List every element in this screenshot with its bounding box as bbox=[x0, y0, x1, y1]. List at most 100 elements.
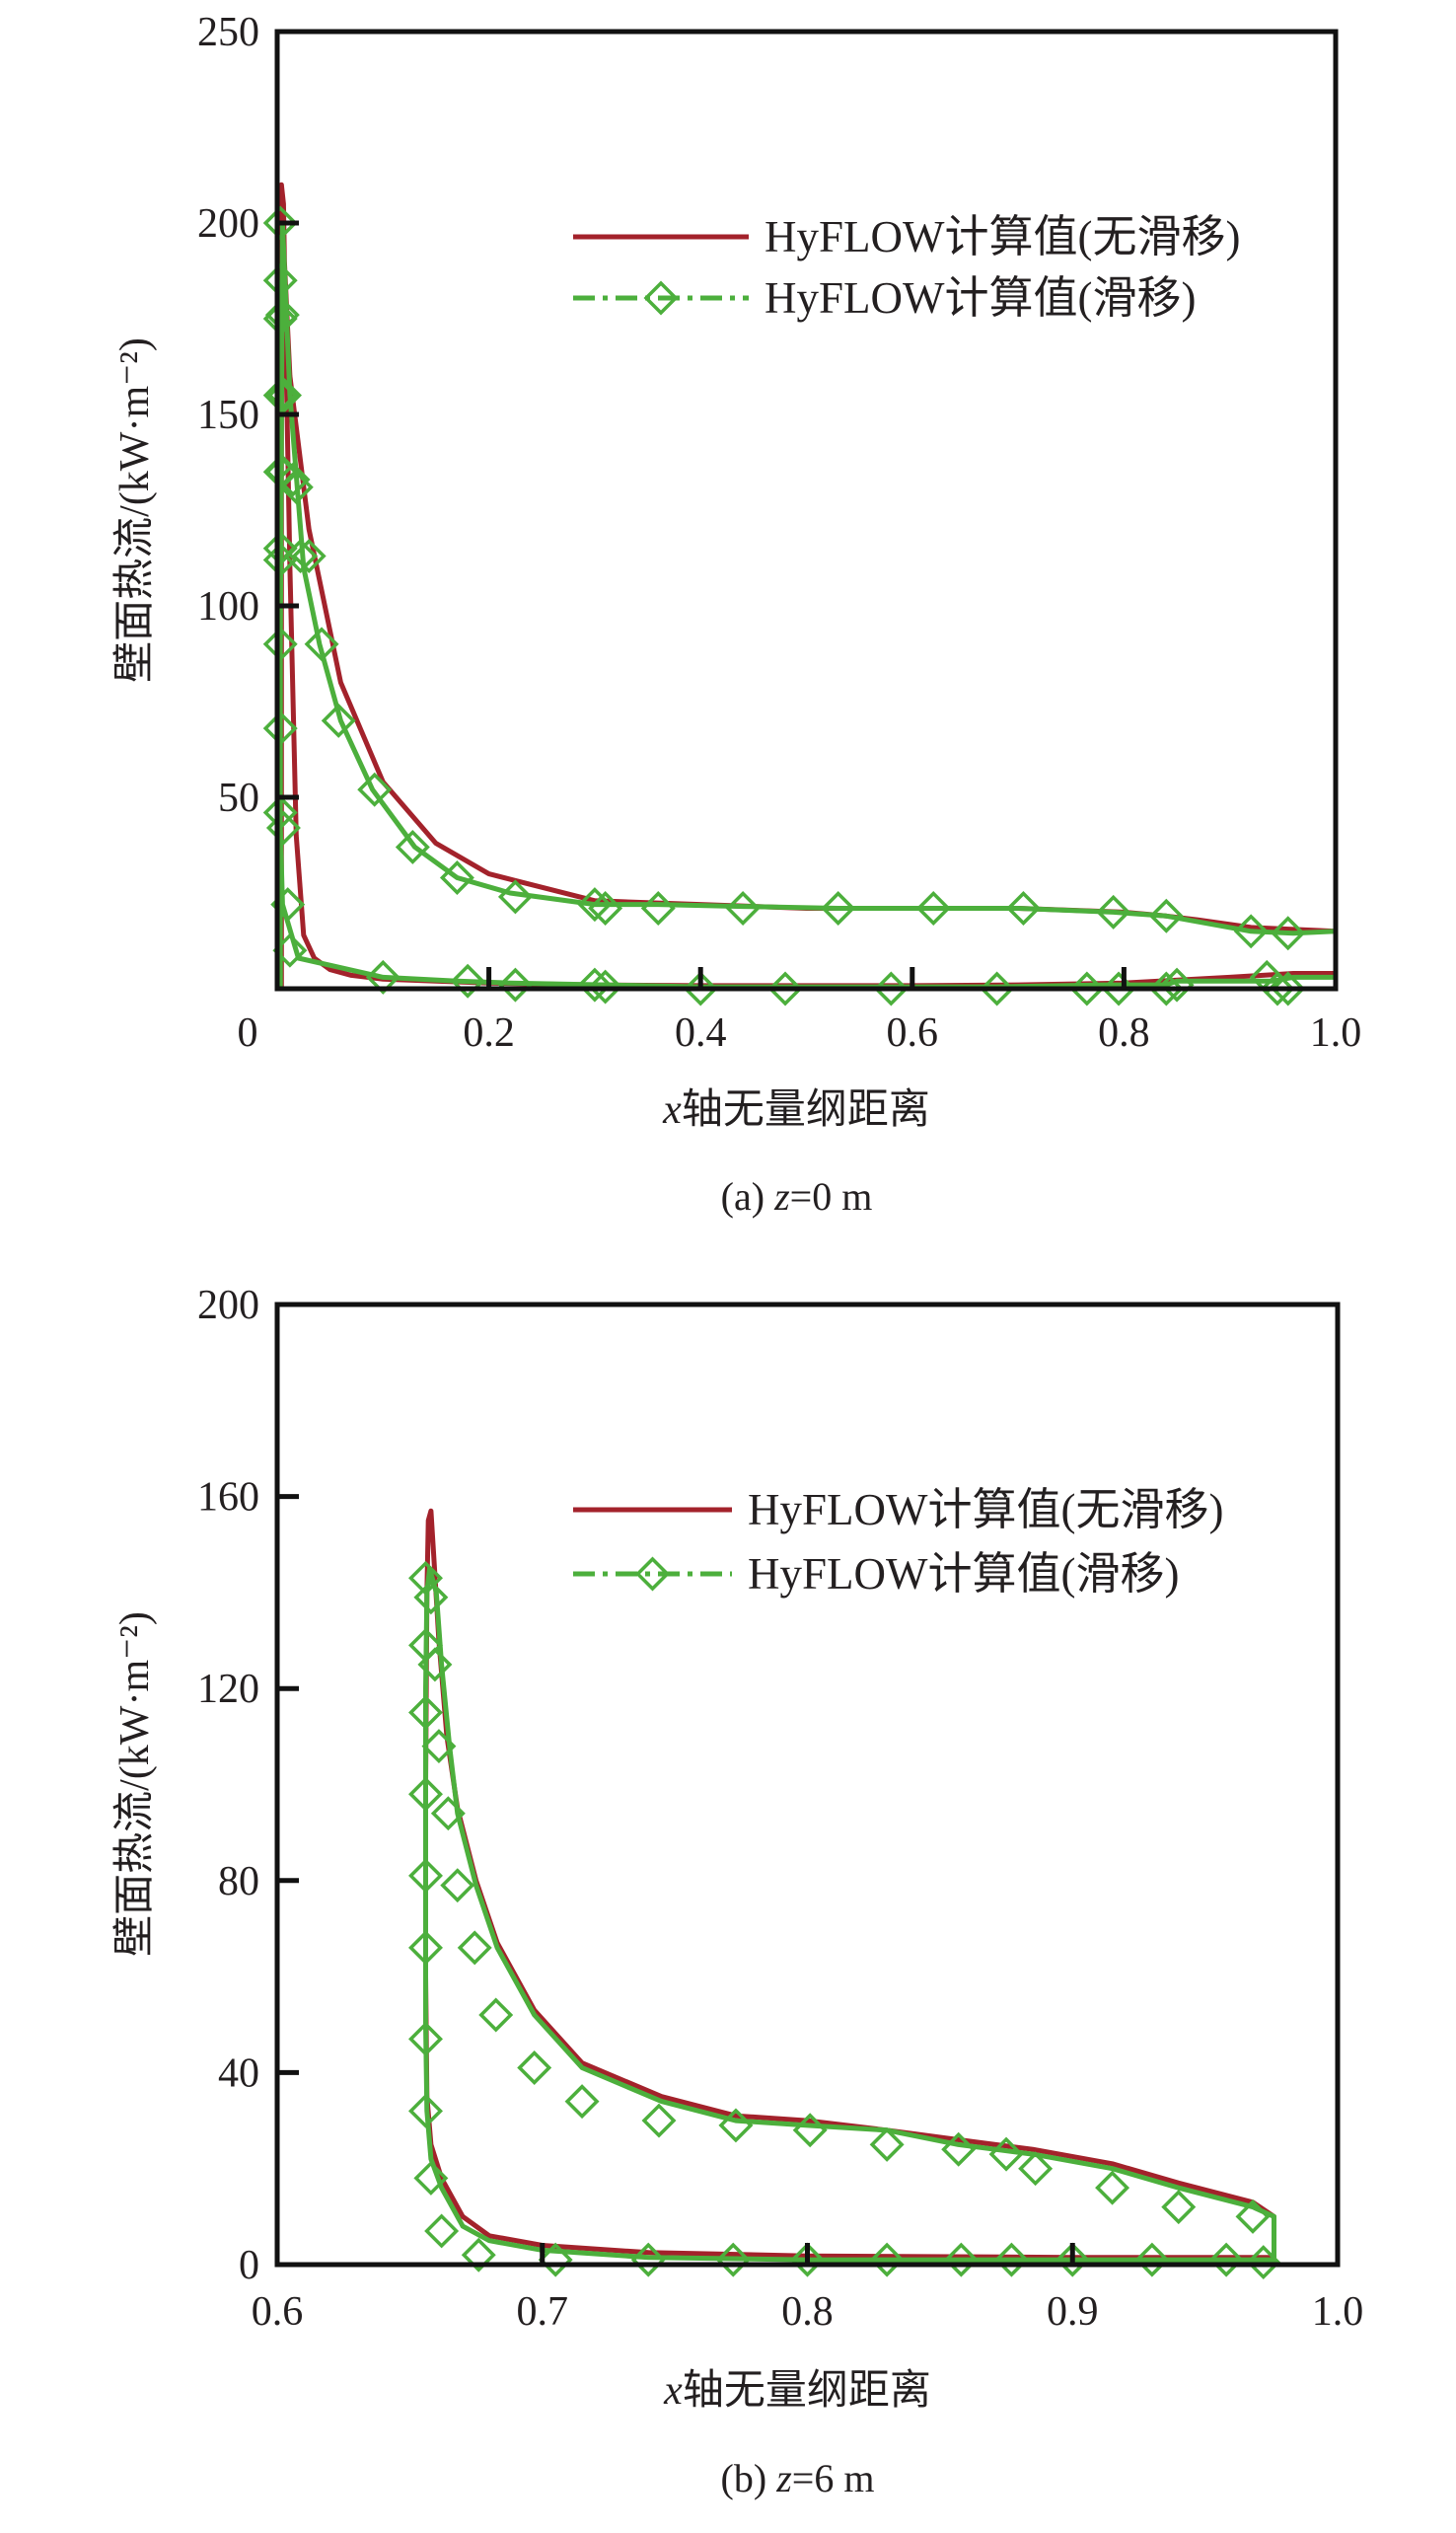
legend-label: HyFLOW计算值(无滑移) bbox=[764, 212, 1240, 261]
data-point-marker bbox=[408, 2093, 443, 2128]
legend: HyFLOW计算值(无滑移) HyFLOW计算值(滑移) bbox=[573, 212, 1240, 323]
data-point-marker bbox=[943, 2242, 979, 2277]
data-point-marker bbox=[1055, 2242, 1090, 2277]
x-tick-label: 0.7 bbox=[517, 2289, 569, 2335]
data-point-marker bbox=[915, 891, 951, 926]
x-axis-label: x轴无量纲距离 bbox=[662, 1086, 930, 1133]
y-tick-label: 150 bbox=[197, 393, 259, 438]
data-point-marker bbox=[1101, 971, 1136, 1006]
data-point-marker bbox=[1018, 2151, 1054, 2187]
data-point-marker bbox=[538, 2242, 573, 2277]
y-tick-label: 250 bbox=[197, 10, 259, 55]
legend-item: HyFLOW计算值(滑移) bbox=[573, 1549, 1179, 1599]
panel-caption: (a) z=0 m bbox=[721, 1174, 873, 1219]
data-point-marker bbox=[564, 2084, 600, 2120]
series-line bbox=[423, 1566, 1276, 2265]
data-point-marker bbox=[993, 2242, 1029, 2277]
plot-frame bbox=[274, 29, 1339, 992]
legend: HyFLOW计算值(无滑移) HyFLOW计算值(滑移) bbox=[573, 1485, 1223, 1599]
data-point-marker bbox=[1271, 971, 1306, 1006]
data-point-marker bbox=[1246, 2245, 1281, 2280]
data-point-marker bbox=[262, 542, 298, 577]
x-tick-label: 0.2 bbox=[463, 1010, 515, 1056]
y-tick-label: 80 bbox=[218, 1859, 259, 1904]
y-tick-label: 0 bbox=[239, 2243, 259, 2288]
data-point-marker bbox=[408, 1930, 443, 1966]
data-point-marker bbox=[792, 2113, 828, 2148]
legend-label: HyFLOW计算值(无滑移) bbox=[748, 1485, 1223, 1534]
chart-panel-b: 0.6 0.7 0.8 0.9 1.0 0 40 80 120 160 200 壁面热流/(kW·m⁻… bbox=[112, 1283, 1363, 2500]
data-point-marker bbox=[440, 1868, 475, 1903]
x-tick-label: 0.8 bbox=[1098, 1010, 1150, 1056]
data-point-marker bbox=[869, 2242, 905, 2277]
data-point-marker bbox=[304, 627, 339, 662]
legend-item: HyFLOW计算值(无滑移) bbox=[573, 1485, 1223, 1534]
data-point-marker bbox=[413, 2160, 449, 2196]
y-tick-label: 40 bbox=[218, 2050, 259, 2096]
x-tick-label: 0.6 bbox=[252, 2289, 304, 2335]
data-point-marker bbox=[1005, 891, 1041, 926]
data-point-marker bbox=[408, 1695, 443, 1730]
data-point-marker bbox=[439, 860, 474, 895]
data-point-marker bbox=[683, 971, 718, 1006]
data-point-marker bbox=[457, 1930, 492, 1966]
legend-diamond-marker bbox=[635, 1556, 670, 1592]
data-point-marker bbox=[430, 1796, 466, 1831]
data-point-marker bbox=[450, 963, 485, 999]
data-point-marker bbox=[988, 2136, 1024, 2172]
legend-label: HyFLOW计算值(滑移) bbox=[748, 1549, 1179, 1599]
chart-panel-a: 0 0.2 0.4 0.6 0.8 1.0 50 100 150 200 250 壁面热流/(kW·m… bbox=[112, 10, 1361, 1219]
x-tick-label: 1.0 bbox=[1310, 1010, 1362, 1056]
data-point-marker bbox=[725, 891, 761, 926]
data-point-marker bbox=[873, 971, 909, 1006]
y-tick-label: 100 bbox=[197, 584, 259, 630]
series-slip bbox=[262, 205, 1339, 1006]
data-point-marker bbox=[767, 971, 803, 1006]
x-tick-label: 0.4 bbox=[675, 1010, 727, 1056]
data-point-marker bbox=[413, 1580, 449, 1615]
y-tick-label: 200 bbox=[197, 1283, 259, 1328]
data-point-marker bbox=[321, 703, 356, 738]
data-point-marker bbox=[478, 1997, 514, 2033]
data-point-marker bbox=[408, 1776, 443, 1812]
data-point-marker bbox=[790, 2242, 825, 2277]
data-point-marker bbox=[1148, 898, 1184, 933]
data-point-marker bbox=[365, 959, 400, 995]
x-tick-label: 0.8 bbox=[781, 2289, 834, 2335]
data-point-marker bbox=[1260, 971, 1295, 1006]
data-point-marker bbox=[262, 795, 298, 830]
data-point-marker bbox=[421, 1729, 457, 1764]
x-axis-label: x轴无量纲距离 bbox=[663, 2367, 931, 2414]
data-point-marker bbox=[408, 1858, 443, 1894]
data-point-marker bbox=[275, 462, 311, 497]
data-point-marker bbox=[291, 539, 327, 574]
data-point-marker bbox=[357, 772, 393, 807]
x-tick-label: 0.9 bbox=[1047, 2289, 1099, 2335]
data-point-marker bbox=[461, 2237, 496, 2272]
data-point-marker bbox=[715, 2242, 751, 2277]
legend-label: HyFLOW计算值(滑移) bbox=[764, 273, 1196, 323]
data-point-marker bbox=[497, 879, 533, 915]
data-point-marker bbox=[408, 2021, 443, 2056]
data-point-marker bbox=[265, 810, 301, 846]
data-point-marker bbox=[588, 969, 623, 1005]
data-point-marker bbox=[980, 971, 1015, 1006]
data-point-marker bbox=[264, 297, 300, 333]
data-point-marker bbox=[1271, 916, 1306, 951]
data-point-marker bbox=[424, 2213, 460, 2249]
x-tick-label: 1.0 bbox=[1312, 2289, 1364, 2335]
data-point-marker bbox=[1096, 894, 1131, 930]
panel-caption: (b) z=6 m bbox=[721, 2456, 875, 2500]
data-point-marker bbox=[1095, 2170, 1130, 2205]
data-point-marker bbox=[262, 627, 298, 662]
data-point-marker bbox=[1148, 971, 1184, 1006]
series-line bbox=[423, 1508, 1276, 2265]
data-point-marker bbox=[262, 378, 298, 413]
data-point-marker bbox=[577, 887, 613, 923]
data-point-marker bbox=[1161, 2190, 1197, 2225]
data-point-marker bbox=[497, 967, 533, 1003]
data-point-marker bbox=[577, 967, 613, 1003]
data-point-marker bbox=[821, 891, 856, 926]
data-point-marker bbox=[262, 710, 298, 746]
